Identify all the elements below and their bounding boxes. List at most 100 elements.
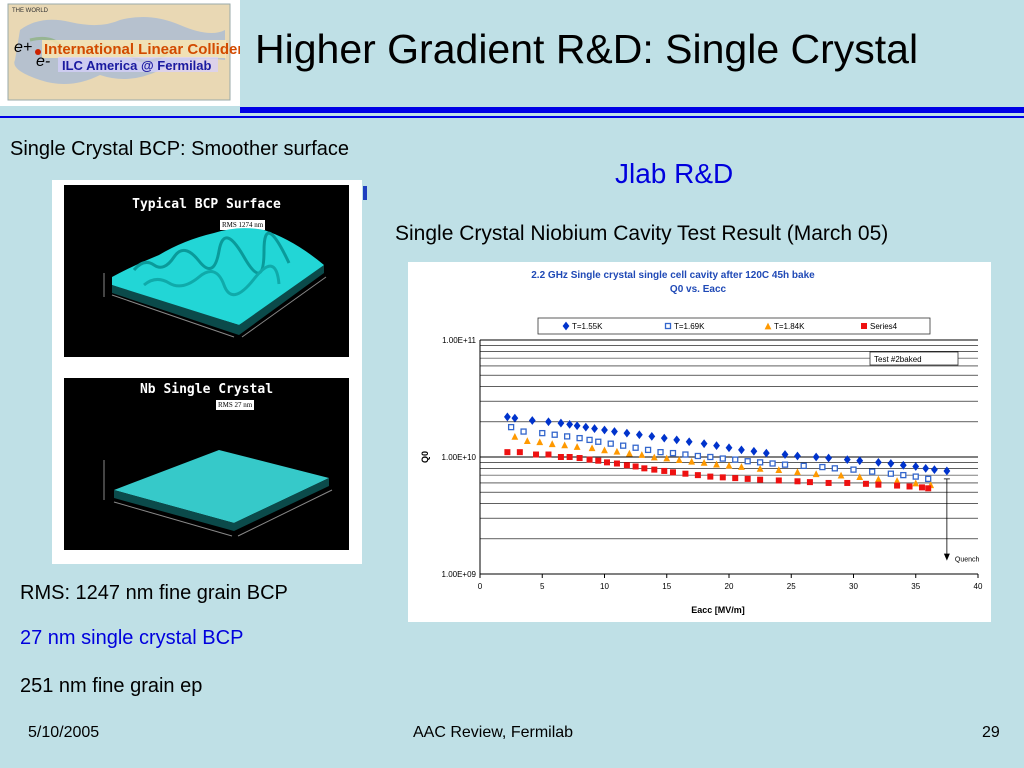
data-point [744, 458, 751, 465]
data-point [725, 461, 733, 469]
data-point [539, 429, 546, 437]
world-map-logo: THE WORLD International Linear Collider … [7, 3, 243, 101]
rms-line-single-crystal: 27 nm single crystal BCP [20, 627, 244, 649]
series-t184k [511, 432, 935, 489]
x-tick-label: 0 [478, 582, 483, 591]
data-point [887, 459, 895, 468]
chart-legend [537, 317, 931, 335]
data-point [732, 475, 739, 482]
data-point [511, 413, 519, 423]
x-tick-label: 15 [662, 582, 671, 591]
data-point [523, 437, 531, 445]
data-point [591, 424, 598, 433]
x-tick-label: 10 [600, 582, 609, 591]
data-point [794, 451, 801, 461]
data-point [875, 457, 882, 467]
data-point [819, 463, 826, 471]
data-point [682, 451, 689, 458]
jlab-heading: Jlab R&D [615, 158, 734, 189]
chart-subtitle: Q0 vs. Eacc [670, 284, 727, 295]
data-point [850, 466, 857, 473]
x-tick-label: 25 [787, 582, 796, 591]
data-point [900, 471, 907, 479]
data-point [912, 473, 919, 480]
data-point [669, 449, 677, 457]
data-point [707, 453, 714, 461]
data-point [707, 473, 714, 480]
data-point [545, 451, 552, 458]
slide-title: Higher Gradient R&D: Single Crystal [255, 26, 919, 72]
data-point [545, 417, 552, 427]
y-tick-label: 1.00E+10 [442, 453, 477, 462]
data-point [576, 455, 583, 462]
data-point [764, 322, 772, 330]
data-point [887, 470, 895, 477]
data-point [504, 449, 511, 456]
data-point [595, 457, 602, 464]
data-point [635, 430, 643, 440]
data-point [899, 460, 907, 470]
data-point [503, 412, 511, 422]
data-point [738, 445, 745, 455]
data-point [738, 463, 745, 470]
data-point [632, 444, 639, 451]
title-rule-thin [0, 116, 1024, 118]
legend-label: Series4 [870, 322, 898, 331]
data-point [781, 450, 789, 459]
single-crystal-rms-tag: RMS 27 nm [216, 400, 255, 410]
series-t155k [503, 412, 951, 476]
data-point [756, 464, 764, 472]
data-point [922, 463, 930, 473]
x-tick-label: 5 [540, 582, 545, 591]
data-point [906, 483, 913, 490]
single-crystal-label: Nb Single Crystal [139, 382, 274, 397]
data-point [769, 460, 776, 467]
data-point [623, 462, 630, 469]
data-point [912, 479, 920, 487]
data-point [673, 435, 681, 445]
data-point [533, 451, 540, 458]
cavity-heading: Single Crystal Niobium Cavity Test Resul… [395, 222, 889, 245]
legend-label: T=1.84K [774, 322, 805, 331]
data-point [601, 425, 608, 435]
data-point [601, 446, 608, 454]
data-point [611, 427, 618, 436]
data-point [757, 476, 764, 483]
bcp-rms-tag: RMS 1274 nm [220, 220, 266, 230]
data-point [528, 416, 536, 425]
rms-line-fine-grain-ep: 251 nm fine grain ep [20, 675, 203, 697]
data-point [713, 441, 720, 451]
surface-images-panel: Typical BCP Surface RMS 1274 nm Nb Singl… [52, 180, 362, 564]
data-point [700, 439, 708, 449]
data-point [843, 455, 851, 465]
chart-title: 2.2 GHz Single crystal single cell cavit… [531, 270, 815, 281]
data-point [663, 454, 671, 462]
footer-center: AAC Review, Fermilab [413, 724, 574, 741]
data-point [644, 446, 652, 454]
data-point [561, 441, 569, 449]
data-point [607, 440, 614, 447]
data-point [869, 468, 876, 475]
data-point [844, 479, 851, 486]
data-point [576, 434, 583, 442]
data-point [794, 478, 801, 485]
data-point [669, 469, 676, 476]
series-t169k [507, 423, 932, 483]
svg-text:THE WORLD: THE WORLD [12, 8, 49, 14]
single-crystal-image: Nb Single Crystal RMS 27 nm [64, 378, 349, 550]
data-point [918, 484, 925, 491]
footer-date: 5/10/2005 [28, 724, 100, 741]
data-point [595, 438, 602, 445]
test-annotation-box [869, 351, 959, 366]
legend-label: T=1.55K [572, 322, 603, 331]
x-tick-label: 30 [849, 582, 858, 591]
data-point [825, 453, 832, 463]
data-point [812, 470, 820, 478]
e-plus-label: e+ [14, 39, 32, 56]
data-point [725, 443, 733, 453]
data-point [762, 448, 770, 458]
data-point [682, 470, 689, 477]
logo-line1: International Linear Collider [44, 41, 240, 58]
data-point [632, 463, 639, 470]
data-point [781, 461, 789, 468]
